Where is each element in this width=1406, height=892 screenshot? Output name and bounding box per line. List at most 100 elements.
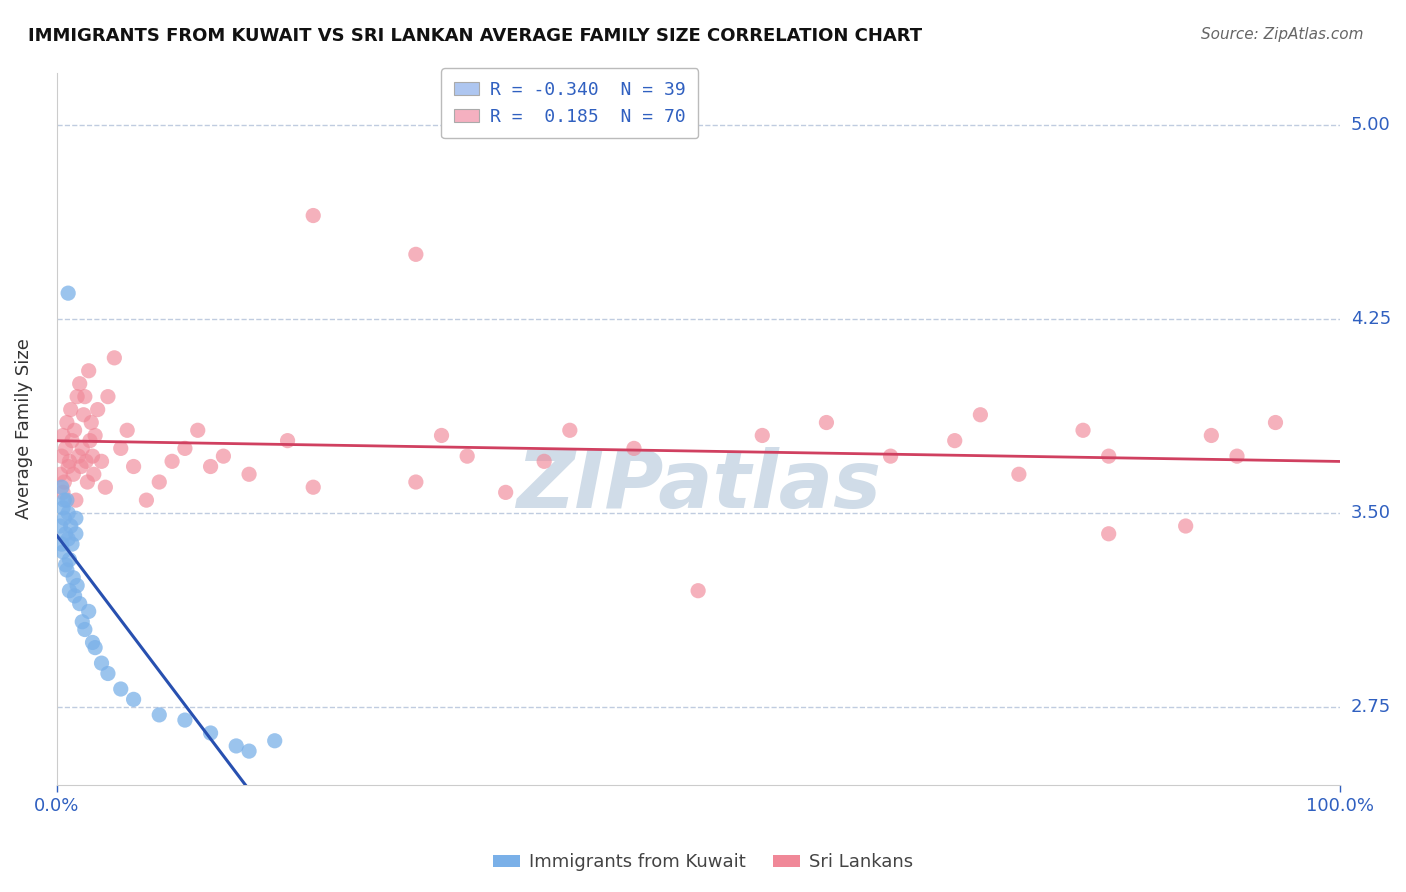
- Point: [62, 571, 84, 585]
- Point: [70, 459, 93, 474]
- Point: [405, 247, 427, 261]
- Point: [51, 480, 73, 494]
- Point: [1174, 519, 1197, 533]
- Point: [1098, 526, 1121, 541]
- Point: [495, 485, 517, 500]
- Point: [623, 442, 645, 456]
- Point: [302, 209, 325, 223]
- Point: [63, 589, 86, 603]
- Point: [75, 454, 97, 468]
- Point: [110, 681, 132, 696]
- Point: [77, 364, 100, 378]
- Text: IMMIGRANTS FROM KUWAIT VS SRI LANKAN AVERAGE FAMILY SIZE CORRELATION CHART: IMMIGRANTS FROM KUWAIT VS SRI LANKAN AVE…: [28, 27, 922, 45]
- Point: [86, 402, 108, 417]
- Point: [72, 442, 94, 456]
- Text: 3.50: 3.50: [1351, 504, 1391, 522]
- Point: [55, 558, 77, 572]
- Point: [69, 597, 91, 611]
- Point: [815, 416, 838, 430]
- Point: [56, 563, 79, 577]
- Point: [56, 286, 79, 301]
- Point: [103, 351, 125, 365]
- Point: [56, 459, 79, 474]
- Point: [53, 511, 76, 525]
- Point: [97, 390, 120, 404]
- Point: [200, 726, 222, 740]
- Text: Source: ZipAtlas.com: Source: ZipAtlas.com: [1201, 27, 1364, 42]
- Point: [66, 390, 89, 404]
- Point: [82, 635, 104, 649]
- Point: [49, 467, 72, 482]
- Text: ZIPatlas: ZIPatlas: [516, 447, 880, 524]
- Point: [80, 416, 103, 430]
- Point: [302, 480, 325, 494]
- Point: [263, 733, 285, 747]
- Point: [82, 449, 104, 463]
- Point: [72, 615, 94, 629]
- Text: 2.75: 2.75: [1351, 698, 1391, 716]
- Point: [187, 423, 209, 437]
- Point: [1226, 449, 1249, 463]
- Point: [63, 423, 86, 437]
- Point: [212, 449, 235, 463]
- Point: [52, 428, 75, 442]
- Legend: Immigrants from Kuwait, Sri Lankans: Immigrants from Kuwait, Sri Lankans: [485, 847, 921, 879]
- Point: [72, 408, 94, 422]
- Point: [56, 493, 79, 508]
- Point: [83, 467, 105, 482]
- Point: [58, 583, 80, 598]
- Point: [174, 442, 197, 456]
- Point: [110, 442, 132, 456]
- Point: [51, 537, 73, 551]
- Point: [943, 434, 966, 448]
- Point: [60, 537, 83, 551]
- Point: [688, 583, 710, 598]
- Point: [238, 467, 260, 482]
- Point: [56, 532, 79, 546]
- Point: [1264, 416, 1286, 430]
- Point: [90, 454, 112, 468]
- Point: [751, 428, 773, 442]
- Point: [79, 434, 101, 448]
- Point: [277, 434, 299, 448]
- Point: [1071, 423, 1094, 437]
- Point: [405, 475, 427, 489]
- Point: [94, 480, 117, 494]
- Point: [160, 454, 183, 468]
- Point: [456, 449, 478, 463]
- Point: [52, 500, 75, 515]
- Legend: R = -0.340  N = 39, R =  0.185  N = 70: R = -0.340 N = 39, R = 0.185 N = 70: [441, 68, 699, 138]
- Point: [1008, 467, 1031, 482]
- Point: [59, 402, 82, 417]
- Point: [225, 739, 247, 753]
- Point: [69, 376, 91, 391]
- Point: [59, 519, 82, 533]
- Text: 4.25: 4.25: [1351, 310, 1391, 328]
- Point: [52, 545, 75, 559]
- Point: [558, 423, 581, 437]
- Point: [148, 475, 170, 489]
- Point: [1098, 449, 1121, 463]
- Point: [58, 454, 80, 468]
- Point: [60, 434, 83, 448]
- Point: [115, 423, 138, 437]
- Point: [135, 493, 157, 508]
- Point: [84, 640, 107, 655]
- Point: [148, 707, 170, 722]
- Point: [97, 666, 120, 681]
- Point: [53, 475, 76, 489]
- Point: [65, 493, 87, 508]
- Text: 5.00: 5.00: [1351, 116, 1391, 134]
- Point: [56, 416, 79, 430]
- Point: [53, 493, 76, 508]
- Point: [51, 449, 73, 463]
- Point: [58, 552, 80, 566]
- Point: [49, 519, 72, 533]
- Point: [56, 506, 79, 520]
- Point: [238, 744, 260, 758]
- Point: [55, 526, 77, 541]
- Point: [969, 408, 991, 422]
- Point: [76, 475, 98, 489]
- Point: [65, 526, 87, 541]
- Point: [84, 428, 107, 442]
